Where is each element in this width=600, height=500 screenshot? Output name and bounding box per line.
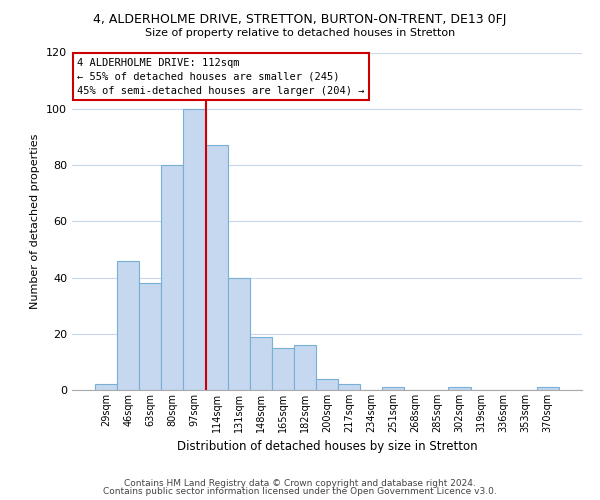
- Text: Size of property relative to detached houses in Stretton: Size of property relative to detached ho…: [145, 28, 455, 38]
- Bar: [272, 348, 294, 390]
- Bar: [294, 345, 316, 390]
- Text: 4, ALDERHOLME DRIVE, STRETTON, BURTON-ON-TRENT, DE13 0FJ: 4, ALDERHOLME DRIVE, STRETTON, BURTON-ON…: [94, 12, 506, 26]
- Bar: [117, 260, 139, 390]
- Bar: [206, 146, 227, 390]
- Bar: [382, 387, 404, 390]
- Bar: [316, 379, 338, 390]
- Text: Contains HM Land Registry data © Crown copyright and database right 2024.: Contains HM Land Registry data © Crown c…: [124, 478, 476, 488]
- Text: 4 ALDERHOLME DRIVE: 112sqm
← 55% of detached houses are smaller (245)
45% of sem: 4 ALDERHOLME DRIVE: 112sqm ← 55% of deta…: [77, 58, 365, 96]
- Bar: [161, 165, 184, 390]
- Bar: [227, 278, 250, 390]
- Y-axis label: Number of detached properties: Number of detached properties: [31, 134, 40, 309]
- Bar: [139, 283, 161, 390]
- Text: Contains public sector information licensed under the Open Government Licence v3: Contains public sector information licen…: [103, 487, 497, 496]
- X-axis label: Distribution of detached houses by size in Stretton: Distribution of detached houses by size …: [176, 440, 478, 454]
- Bar: [338, 384, 360, 390]
- Bar: [250, 336, 272, 390]
- Bar: [448, 387, 470, 390]
- Bar: [95, 384, 117, 390]
- Bar: [537, 387, 559, 390]
- Bar: [184, 109, 206, 390]
